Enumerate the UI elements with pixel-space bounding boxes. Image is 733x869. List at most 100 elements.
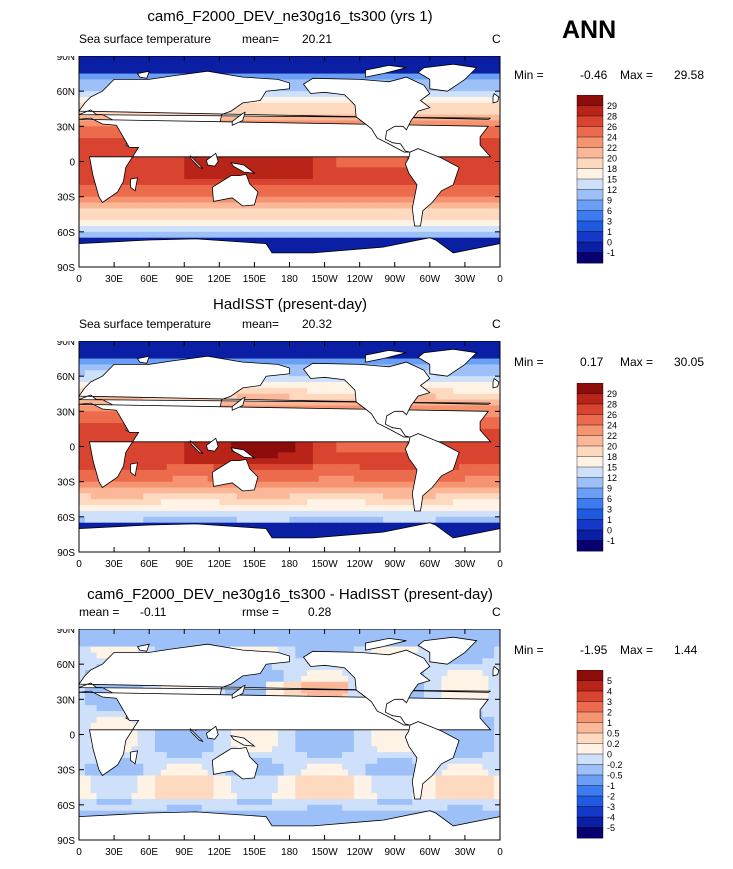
- field-cell: [482, 347, 488, 353]
- mean-value: 20.21: [302, 32, 332, 46]
- field-cell: [436, 511, 442, 517]
- field-cell: [377, 197, 383, 203]
- field-cell: [79, 214, 85, 220]
- field-cell: [91, 232, 97, 238]
- field-cell: [342, 447, 348, 453]
- field-cell: [319, 197, 325, 203]
- colorbar-swatch: [577, 116, 603, 127]
- field-cell: [395, 505, 401, 511]
- field-cell: [120, 214, 126, 220]
- field-cell: [477, 464, 483, 470]
- field-cell: [219, 347, 225, 353]
- field-cell: [79, 226, 85, 232]
- field-cell: [295, 388, 301, 394]
- field-cell: [284, 226, 290, 232]
- field-cell: [237, 511, 243, 517]
- field-cell: [459, 464, 465, 470]
- field-cell: [471, 173, 477, 179]
- field-cell: [137, 179, 143, 185]
- field-cell: [155, 173, 161, 179]
- field-cell: [213, 347, 219, 353]
- field-cell: [91, 203, 97, 209]
- field-cell: [143, 476, 149, 482]
- field-cell: [482, 505, 488, 511]
- field-cell: [167, 476, 173, 482]
- field-cell: [319, 353, 325, 359]
- field-cell: [401, 203, 407, 209]
- field-cell: [249, 208, 255, 214]
- field-cell: [360, 226, 366, 232]
- field-cell: [442, 341, 448, 347]
- field-cell: [465, 388, 471, 394]
- field-cell: [290, 214, 296, 220]
- field-cell: [137, 173, 143, 179]
- field-cell: [85, 417, 91, 423]
- field-cell: [97, 214, 103, 220]
- field-cell: [173, 226, 179, 232]
- field-cell: [161, 499, 167, 505]
- field-cell: [108, 220, 114, 226]
- field-cell: [301, 167, 307, 173]
- field-cell: [383, 162, 389, 168]
- field-cell: [477, 214, 483, 220]
- field-cell: [272, 226, 278, 232]
- field-cell: [371, 488, 377, 494]
- field-cell: [202, 347, 208, 353]
- field-cell: [102, 220, 108, 226]
- field-cell: [325, 476, 331, 482]
- field-cell: [290, 458, 296, 464]
- field-cell: [108, 62, 114, 68]
- field-cell: [143, 452, 149, 458]
- field-cell: [371, 341, 377, 347]
- field-cell: [319, 382, 325, 388]
- field-cell: [389, 505, 395, 511]
- field-cell: [330, 394, 336, 400]
- field-cell: [143, 447, 149, 453]
- field-cell: [132, 226, 138, 232]
- field-cell: [114, 62, 120, 68]
- field-cell: [278, 505, 284, 511]
- field-cell: [208, 464, 214, 470]
- field-cell: [301, 109, 307, 115]
- field-cell: [260, 388, 266, 394]
- lat-tick-label: 60S: [57, 228, 75, 239]
- field-cell: [155, 226, 161, 232]
- field-cell: [202, 458, 208, 464]
- field-cell: [196, 173, 202, 179]
- field-cell: [137, 197, 143, 203]
- field-cell: [196, 517, 202, 523]
- field-cell: [389, 464, 395, 470]
- field-cell: [319, 173, 325, 179]
- field-cell: [254, 394, 260, 400]
- field-cell: [120, 74, 126, 80]
- field-cell: [395, 56, 401, 62]
- field-cell: [213, 452, 219, 458]
- field-cell: [377, 238, 383, 244]
- field-cell: [459, 220, 465, 226]
- field-cell: [208, 56, 214, 62]
- field-cell: [126, 505, 132, 511]
- field-cell: [488, 499, 494, 505]
- field-cell: [442, 103, 448, 109]
- field-cell: [354, 464, 360, 470]
- field-cell: [436, 493, 442, 499]
- field-cell: [79, 476, 85, 482]
- field-cell: [336, 191, 342, 197]
- field-cell: [342, 458, 348, 464]
- field-cell: [266, 517, 272, 523]
- field-cell: [85, 56, 91, 62]
- field-cell: [330, 347, 336, 353]
- field-cell: [482, 220, 488, 226]
- field-cell: [389, 476, 395, 482]
- field-cell: [325, 191, 331, 197]
- field-cell: [477, 85, 483, 91]
- field-cell: [237, 56, 243, 62]
- field-cell: [272, 56, 278, 62]
- field-cell: [237, 341, 243, 347]
- field-cell: [377, 226, 383, 232]
- field-cell: [371, 517, 377, 523]
- field-cell: [219, 56, 225, 62]
- field-cell: [278, 388, 284, 394]
- field-cell: [477, 103, 483, 109]
